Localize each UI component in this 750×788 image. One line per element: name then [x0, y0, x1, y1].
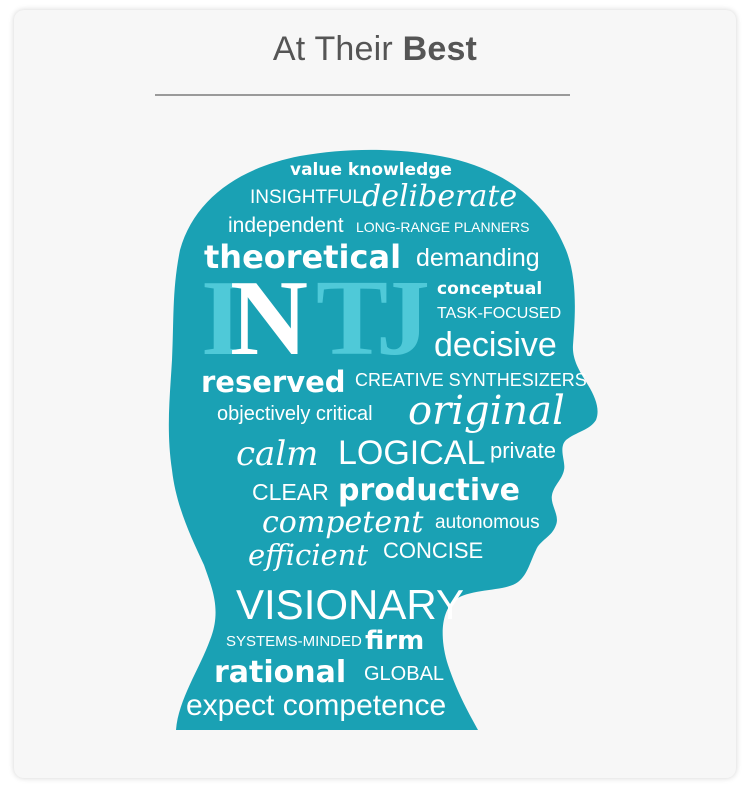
head-shape: [168, 149, 598, 730]
word-insightful: INSIGHTFUL: [250, 187, 363, 208]
word-objectively-critical: objectively critical: [217, 403, 373, 425]
type-letter-n: N: [230, 259, 308, 378]
word-productive: productive: [338, 473, 520, 508]
word-original: original: [408, 388, 565, 434]
word-decisive: decisive: [434, 326, 557, 364]
word-autonomous: autonomous: [435, 512, 540, 533]
word-conceptual: conceptual: [437, 279, 542, 299]
word-deliberate: deliberate: [362, 179, 517, 214]
word-private: private: [490, 438, 556, 463]
word-firm: firm: [365, 626, 424, 656]
title-divider: [155, 94, 570, 96]
word-creative-synthesizers: CREATIVE SYNTHESIZERS: [355, 370, 587, 390]
type-letter-t: T: [316, 259, 388, 378]
word-efficient: efficient: [248, 538, 368, 572]
word-reserved: reserved: [201, 365, 346, 399]
word-systems-minded: SYSTEMS-MINDED: [226, 633, 362, 650]
word-theoretical: theoretical: [204, 238, 401, 276]
word-value-knowledge: value knowledge: [290, 160, 452, 180]
word-clear: CLEAR: [252, 479, 329, 505]
page-title: At Their Best: [0, 30, 750, 69]
word-concise: CONCISE: [383, 538, 483, 563]
word-task-focused: TASK-FOCUSED: [437, 305, 561, 322]
type-letter-j: J: [376, 259, 430, 378]
word-expect-competence: expect competence: [186, 689, 446, 722]
title-prefix: At Their: [272, 30, 403, 68]
type-letter-i-shadow: I: [201, 259, 243, 378]
word-rational: rational: [214, 655, 346, 690]
word-calm: calm: [236, 434, 318, 474]
word-logical: LOGICAL: [338, 434, 485, 472]
word-independent: independent: [228, 214, 344, 237]
word-demanding: demanding: [416, 244, 540, 272]
word-global: GLOBAL: [364, 663, 444, 685]
word-visionary: VISIONARY: [236, 581, 464, 628]
word-long-range-planners: LONG-RANGE PLANNERS: [356, 219, 529, 235]
title-emphasis: Best: [402, 30, 478, 68]
word-competent: competent: [262, 505, 424, 540]
